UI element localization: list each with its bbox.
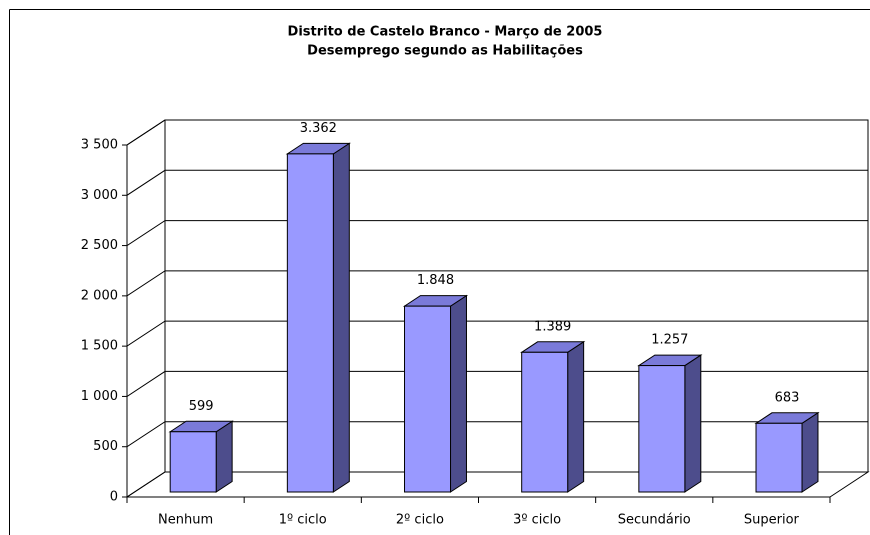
x-tick-label: 1º ciclo <box>279 513 327 528</box>
bar <box>286 153 334 493</box>
bar-side <box>684 354 702 493</box>
grid-line <box>126 119 868 146</box>
value-label: 1.848 <box>417 273 454 288</box>
bar-side <box>332 142 350 493</box>
bar <box>169 431 217 493</box>
bar-side <box>450 294 467 493</box>
bar <box>404 305 452 493</box>
grid-line <box>126 270 868 297</box>
bar-side <box>567 340 585 493</box>
grid-line <box>126 320 868 347</box>
y-tick-label: 1 000 <box>81 389 118 404</box>
grid-line <box>126 471 868 498</box>
y-tick-label: 3 000 <box>81 188 118 203</box>
x-tick-label: 3º ciclo <box>513 513 561 528</box>
x-tick-label: Secundário <box>618 513 691 528</box>
y-tick-label: 500 <box>93 439 118 454</box>
bar <box>521 351 569 493</box>
value-label: 683 <box>775 390 800 405</box>
y-tick-label: 1 500 <box>81 339 118 354</box>
y-tick-label: 3 500 <box>81 138 118 153</box>
grid-line <box>126 220 868 246</box>
value-label: 1.257 <box>651 333 688 348</box>
value-label: 3.362 <box>300 121 337 136</box>
grid-line <box>126 370 868 397</box>
y-tick-label: 0 <box>110 490 118 505</box>
bar-side <box>215 420 233 493</box>
bar <box>755 422 803 493</box>
chart-title: Distrito de Castelo Branco - Março de 20… <box>288 25 603 40</box>
walls <box>126 119 869 472</box>
x-tick-label: 2º ciclo <box>396 513 444 528</box>
grid-line <box>126 421 868 448</box>
y-tick-label: 2 500 <box>81 238 118 253</box>
x-tick-label: Nenhum <box>158 513 213 528</box>
value-label: 1.389 <box>534 319 571 334</box>
chart-subtitle: Desemprego segundo as Habilitações <box>307 44 583 59</box>
bar <box>638 365 686 493</box>
bar-side <box>801 411 819 493</box>
grid-line <box>126 169 868 196</box>
y-tick-label: 2 000 <box>81 288 118 303</box>
x-tick-label: Superior <box>744 513 800 528</box>
value-label: 599 <box>189 399 214 414</box>
